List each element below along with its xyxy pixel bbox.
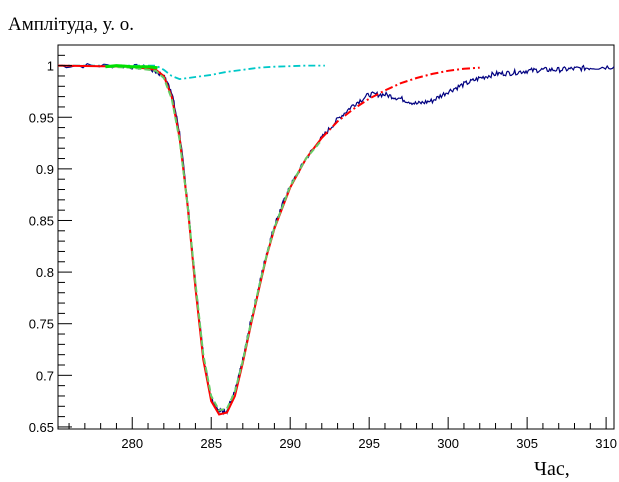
y-tick-label: 0.8 [36,265,54,280]
x-tick-label: 290 [279,436,301,451]
series-line-red-tail [321,66,480,139]
y-tick-label: 0.7 [36,368,54,383]
series-layer [57,63,615,416]
x-tick-label: 305 [516,436,538,451]
x-tick-label: 285 [200,436,222,451]
series-line-red [57,64,323,416]
axis-layer: 280 285 290 295 300 305 310 0.65 0.7 0.75 0.8 0.85 0… [29,44,617,451]
series-line-cyan [58,64,325,81]
x-tick-label: 310 [595,436,617,451]
x-axis-label: Час, [534,458,570,480]
x-tick-label: 295 [358,436,380,451]
plot-frame [57,44,615,430]
y-tick-label: 0.9 [36,162,54,177]
series-line-green [105,64,158,70]
y-tick-label: 0.65 [29,420,54,435]
series-line-green-dashed [108,65,323,412]
series-line-measured [57,63,615,416]
y-tick-label: 1 [47,59,54,74]
x-tick-label: 300 [437,436,459,451]
y-tick-label: 0.95 [29,110,54,125]
x-tick-label: 280 [121,436,143,451]
y-axis-label: Амплітуда, у. о. [8,14,134,35]
y-tick-label: 0.75 [29,317,54,332]
y-tick-label: 0.85 [29,213,54,228]
